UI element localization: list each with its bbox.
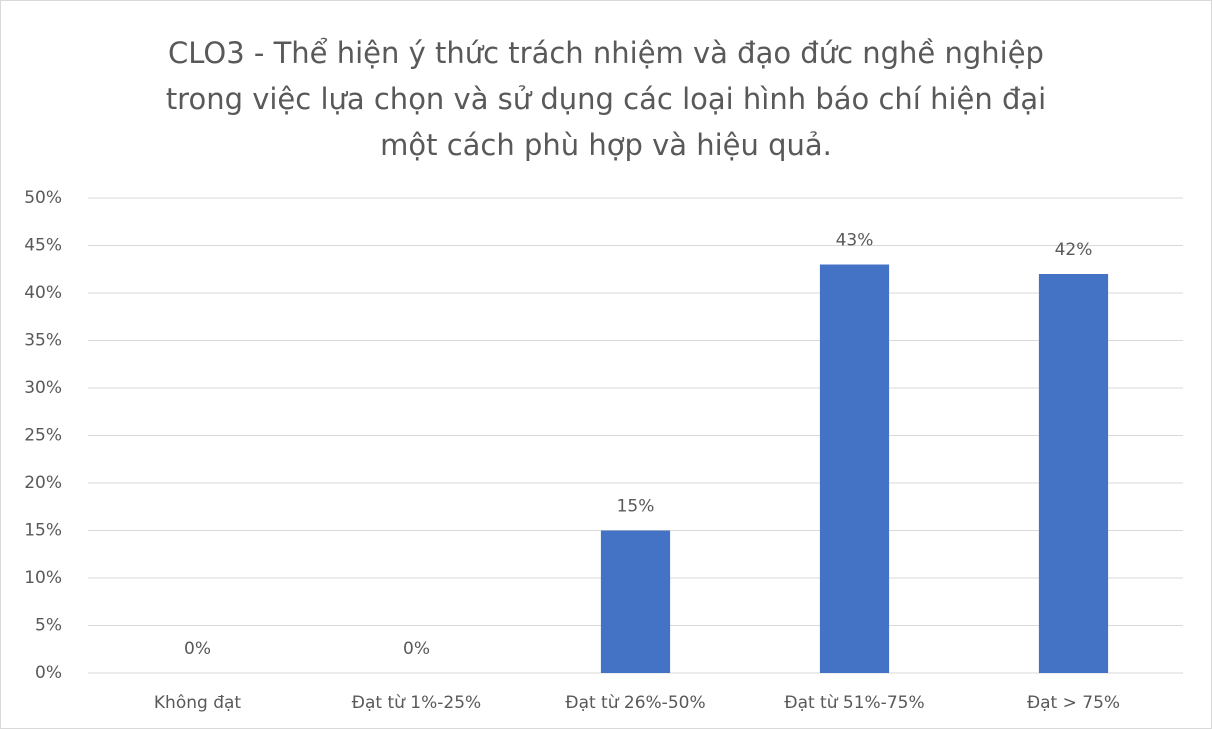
chart-title: một cách phù hợp và hiệu quả. [380,128,832,162]
y-tick-label: 45% [24,236,62,256]
y-tick-label: 30% [24,378,62,398]
y-tick-label: 10% [24,568,62,588]
data-label: 42% [1055,240,1093,260]
y-tick-label: 25% [24,426,62,446]
chart-title: trong việc lựa chọn và sử dụng các loại … [166,82,1046,116]
x-tick-label: Đạt > 75% [1027,693,1120,713]
bar [819,264,890,673]
y-tick-label: 20% [24,473,62,493]
y-tick-label: 15% [24,521,62,541]
y-tick-label: 0% [35,663,62,683]
data-label: 15% [617,497,655,517]
x-tick-label: Đạt từ 51%-75% [784,693,924,713]
data-label: 0% [184,639,211,659]
x-tick-label: Không đạt [154,693,242,713]
y-tick-label: 50% [24,188,62,208]
x-tick-label: Đạt từ 1%-25% [352,693,481,713]
x-tick-label: Đạt từ 26%-50% [565,693,705,713]
chart-title: CLO3 - Thể hiện ý thức trách nhiệm và đạ… [168,36,1044,70]
bar [1038,274,1109,673]
bar [600,530,671,673]
y-tick-label: 35% [24,331,62,351]
data-label: 0% [403,639,430,659]
y-tick-label: 5% [35,616,62,636]
data-label: 43% [836,231,874,251]
y-tick-label: 40% [24,283,62,303]
